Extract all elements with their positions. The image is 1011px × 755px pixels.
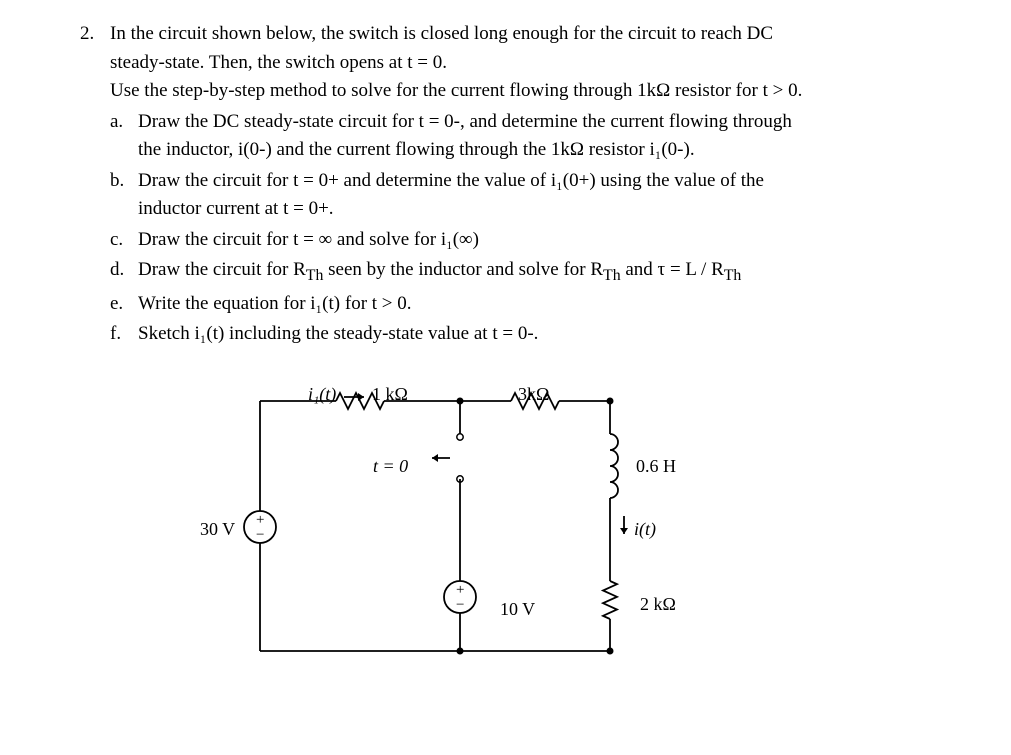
part-f-label: f.: [110, 320, 138, 349]
svg-text:+: +: [256, 512, 264, 528]
part-a-label: a.: [110, 108, 138, 165]
label-vs2: 10 V: [500, 596, 535, 623]
circuit-diagram: +−+− i₁(t) 1 kΩ 3kΩ t = 0 30 V 10 V 0.6 …: [200, 371, 720, 691]
intro-line-1: In the circuit shown below, the switch i…: [110, 20, 951, 49]
part-b-text-1: Draw the circuit for t = 0+ and determin…: [138, 167, 951, 196]
label-it: i(t): [634, 516, 656, 543]
part-f-text-1: Sketch i₁(t) including the steady-state …: [138, 320, 951, 349]
intro-line-2: steady-state. Then, the switch opens at …: [110, 49, 951, 78]
label-r2: 3kΩ: [518, 381, 549, 408]
part-b-label: b.: [110, 167, 138, 224]
part-a-text-2: the inductor, i(0-) and the current flow…: [138, 136, 951, 165]
label-r3: 2 kΩ: [640, 591, 676, 618]
intro-line-3: Use the step-by-step method to solve for…: [110, 77, 951, 106]
part-e-label: e.: [110, 290, 138, 319]
part-d-label: d.: [110, 256, 138, 288]
label-i1: i₁(t): [308, 381, 336, 408]
part-d-text-1: Draw the circuit for RTh seen by the ind…: [138, 256, 951, 288]
svg-text:−: −: [456, 597, 464, 613]
part-b-text-2: inductor current at t = 0+.: [138, 195, 951, 224]
svg-text:+: +: [456, 582, 464, 598]
label-switch: t = 0: [373, 453, 408, 480]
part-e-text-1: Write the equation for i₁(t) for t > 0.: [138, 290, 951, 319]
label-r1: 1 kΩ: [372, 381, 408, 408]
label-ind: 0.6 H: [636, 453, 676, 480]
part-a-text-1: Draw the DC steady-state circuit for t =…: [138, 108, 951, 137]
problem-number: 2.: [80, 20, 94, 49]
svg-text:−: −: [256, 527, 264, 543]
part-c-text-1: Draw the circuit for t = ∞ and solve for…: [138, 226, 951, 255]
label-vs1: 30 V: [200, 516, 235, 543]
part-c-label: c.: [110, 226, 138, 255]
